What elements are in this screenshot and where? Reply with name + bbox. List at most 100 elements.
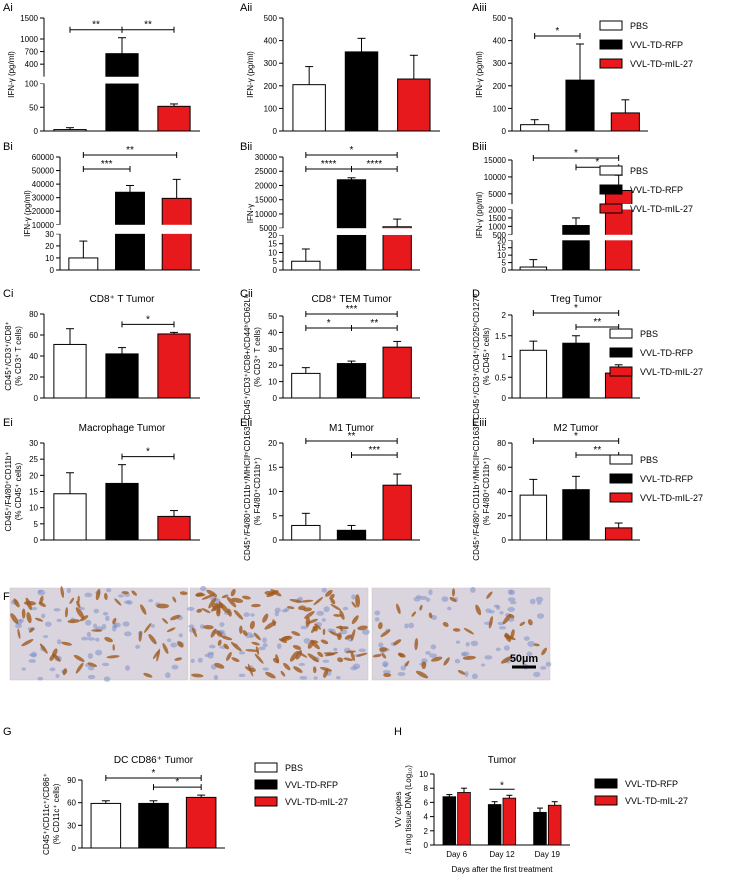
- bar-VVL-TD-mIL-27: [161, 197, 192, 271]
- legend-swatch-pbs: [599, 20, 623, 31]
- stained-cell: [330, 603, 342, 611]
- nucleus: [510, 657, 516, 662]
- bar-VVL-TD-RFP: [565, 79, 595, 132]
- stained-cell: [255, 646, 260, 655]
- nucleus: [95, 649, 103, 656]
- legend-swatch-rfp: [599, 184, 623, 195]
- stained-cell: [218, 601, 224, 609]
- y-tick-label: 5: [502, 259, 507, 268]
- micrograph-background: [371, 587, 551, 681]
- stained-cell: [39, 643, 48, 654]
- nucleus: [207, 652, 214, 659]
- stained-cell: [241, 595, 251, 600]
- y-tick-label: 50: [29, 103, 38, 112]
- stained-cell: [303, 607, 312, 612]
- y-axis-label: CD45⁺/CD3⁺/CD8⁺: [4, 321, 13, 391]
- legend-swatch-il27: [609, 492, 633, 503]
- stained-cell: [320, 639, 329, 645]
- y-tick-label: 40: [497, 488, 506, 497]
- stained-cell: [278, 638, 288, 644]
- significance-label: *: [555, 26, 559, 37]
- y-tick-label: 20: [29, 373, 38, 382]
- nucleus: [197, 657, 203, 663]
- stained-cell: [60, 586, 65, 598]
- stained-cell: [156, 648, 161, 662]
- y-tick-label: 15: [268, 463, 277, 472]
- nucleus: [262, 637, 267, 643]
- nucleus: [378, 642, 384, 648]
- nucleus: [250, 613, 255, 617]
- y-tick-label: 200: [493, 82, 507, 91]
- stained-cell: [143, 623, 152, 633]
- y-axis-label: IFN-γ (pg/ml): [475, 51, 484, 98]
- nucleus: [415, 595, 422, 599]
- legends-layer: PBS VVL-TD-RFP VVL-TD-mIL-27 PBS VVL-TD-RFP V…: [254, 20, 703, 807]
- y-tick-label: 6: [424, 798, 429, 807]
- nucleus: [382, 670, 391, 674]
- nucleus: [327, 628, 333, 633]
- y-tick-label: 30: [45, 230, 54, 239]
- stained-cell: [304, 611, 315, 619]
- panel-label-Ai: Ai: [3, 2, 13, 14]
- nucleus: [186, 606, 195, 611]
- nucleus: [507, 589, 514, 595]
- nucleus: [484, 655, 493, 660]
- stained-cell: [541, 647, 548, 656]
- y-tick-label: 20000: [32, 207, 55, 216]
- bar-VVL-TD-mIL-27: [382, 346, 412, 399]
- y-tick-label: 0: [72, 844, 77, 853]
- stained-cell: [221, 594, 229, 599]
- nucleus: [150, 624, 156, 628]
- stained-cell: [231, 597, 244, 603]
- y-tick-label: 0: [273, 536, 278, 545]
- panel-label-Ei: Ei: [3, 417, 13, 429]
- y-tick-label: 300: [264, 59, 278, 68]
- micrograph-3: [371, 586, 552, 681]
- nucleus: [533, 671, 541, 678]
- stained-cell: [428, 612, 433, 619]
- y-tick-label: 1: [502, 353, 507, 362]
- stained-cell: [350, 651, 355, 662]
- y-axis-label-secondary: /1 mg tissue DNA (Log₁₀): [404, 765, 413, 854]
- chart-Eiii: Eiii M2 Tumor 0 20 40 60 80 CD45⁺/F4/80⁺CD11b⁺/…: [472, 417, 640, 561]
- y-tick-label: 0: [502, 536, 507, 545]
- stained-cell: [396, 603, 401, 615]
- legend-label-il27: VVL-TD-mIL-27: [630, 204, 693, 214]
- legend-label-pbs: PBS: [640, 455, 658, 465]
- y-tick-label: 5: [273, 512, 278, 521]
- legend-swatch-rfp: [609, 473, 633, 484]
- stained-cell: [313, 596, 323, 606]
- chart-title: Macrophage Tumor: [79, 423, 166, 434]
- y-tick-label: 60: [67, 799, 76, 808]
- stained-cell: [463, 627, 474, 635]
- stained-cell: [280, 670, 286, 677]
- nucleus: [37, 676, 44, 681]
- significance-label: *: [350, 145, 354, 156]
- stained-cell: [488, 616, 494, 629]
- nucleus: [303, 638, 311, 644]
- stained-cell: [500, 656, 512, 664]
- stained-cell: [152, 650, 160, 660]
- nucleus: [238, 673, 246, 678]
- stained-cell: [170, 614, 181, 621]
- legend-label-pbs: PBS: [640, 329, 658, 339]
- significance-label: *: [175, 777, 179, 788]
- nucleus: [93, 608, 100, 614]
- y-axis-label-secondary: (% CD45⁺ cells): [482, 327, 491, 385]
- stained-cell: [73, 654, 85, 662]
- stained-cell: [502, 613, 512, 625]
- y-tick-label: 0: [34, 394, 39, 403]
- nucleus: [426, 597, 431, 602]
- stained-cell: [112, 644, 115, 651]
- axis-break: [278, 228, 421, 235]
- nucleus: [323, 606, 330, 613]
- stained-cell: [264, 590, 274, 596]
- stained-cell: [457, 669, 466, 675]
- nucleus: [243, 612, 250, 617]
- nucleus: [535, 596, 544, 603]
- stained-cell: [67, 619, 81, 624]
- x-tick-label: Day 12: [489, 850, 515, 859]
- chart-Ei: Ei Macrophage Tumor 0 5 10 15 20 25 30 CD45⁺/F4/8…: [3, 417, 200, 545]
- nucleus: [351, 594, 357, 600]
- nucleus: [419, 595, 428, 600]
